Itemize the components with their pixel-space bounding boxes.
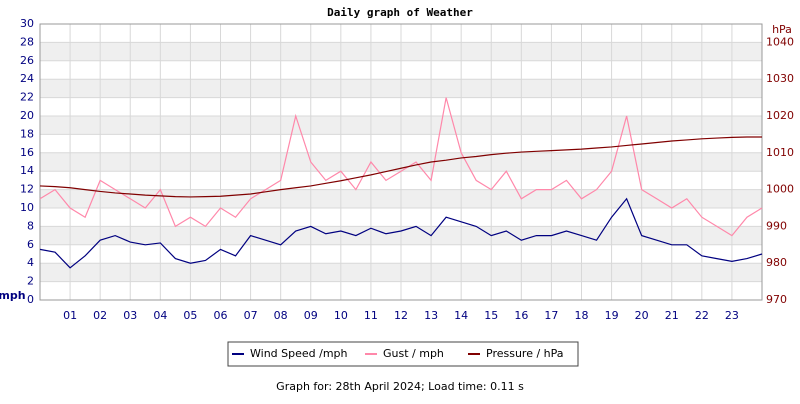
x-tick-label: 05 bbox=[183, 309, 197, 322]
x-tick-label: 23 bbox=[725, 309, 739, 322]
chart-title: Daily graph of Weather bbox=[327, 6, 473, 19]
x-tick-label: 01 bbox=[63, 309, 77, 322]
y2-tick-label: 1030 bbox=[766, 72, 794, 85]
y-tick-label: 2 bbox=[27, 275, 34, 288]
legend-label: Pressure / hPa bbox=[486, 347, 564, 360]
x-tick-label: 09 bbox=[304, 309, 318, 322]
y2-tick-label: 1020 bbox=[766, 109, 794, 122]
x-tick-label: 20 bbox=[635, 309, 649, 322]
y2-tick-label: 1000 bbox=[766, 183, 794, 196]
x-tick-label: 06 bbox=[214, 309, 228, 322]
x-tick-label: 16 bbox=[514, 309, 528, 322]
x-tick-label: 11 bbox=[364, 309, 378, 322]
legend-label: Gust / mph bbox=[383, 347, 444, 360]
y2-tick-label: 970 bbox=[766, 293, 787, 306]
y-tick-label: 8 bbox=[27, 219, 34, 232]
y2-axis-label: hPa bbox=[772, 23, 792, 36]
legend-box bbox=[227, 341, 579, 367]
x-tick-label: 13 bbox=[424, 309, 438, 322]
x-tick-label: 17 bbox=[544, 309, 558, 322]
y2-tick-label: 1010 bbox=[766, 146, 794, 159]
y-tick-label: 18 bbox=[20, 127, 34, 140]
y-tick-label: 4 bbox=[27, 256, 34, 269]
y-tick-label: 6 bbox=[27, 238, 34, 251]
x-tick-label: 18 bbox=[575, 309, 589, 322]
x-tick-label: 14 bbox=[454, 309, 468, 322]
x-tick-label: 15 bbox=[484, 309, 498, 322]
y-tick-label: 26 bbox=[20, 54, 34, 67]
y-tick-label: 0 bbox=[27, 293, 34, 306]
series-line bbox=[39, 97, 763, 237]
y-axis-label: mph bbox=[0, 289, 26, 302]
y2-tick-label: 1040 bbox=[766, 35, 794, 48]
y2-tick-label: 990 bbox=[766, 219, 787, 232]
x-tick-label: 10 bbox=[334, 309, 348, 322]
x-tick-label: 02 bbox=[93, 309, 107, 322]
plot-frame bbox=[39, 23, 763, 301]
legend-label: Wind Speed /mph bbox=[250, 347, 348, 360]
y-tick-label: 20 bbox=[20, 109, 34, 122]
x-tick-label: 03 bbox=[123, 309, 137, 322]
x-tick-label: 07 bbox=[244, 309, 258, 322]
footer: Graph for: 28th April 2024; Load time: 0… bbox=[276, 380, 524, 393]
x-tick-label: 22 bbox=[695, 309, 709, 322]
x-tick-label: 12 bbox=[394, 309, 408, 322]
y-tick-label: 14 bbox=[20, 164, 34, 177]
y-tick-label: 10 bbox=[20, 201, 34, 214]
x-tick-label: 08 bbox=[274, 309, 288, 322]
x-tick-label: 19 bbox=[605, 309, 619, 322]
x-tick-label: 04 bbox=[153, 309, 167, 322]
series-line bbox=[39, 136, 762, 198]
y-tick-label: 12 bbox=[20, 183, 34, 196]
y-tick-label: 24 bbox=[20, 72, 34, 85]
series-line bbox=[39, 197, 763, 269]
y2-tick-label: 980 bbox=[766, 256, 787, 269]
y-tick-label: 16 bbox=[20, 146, 34, 159]
x-tick-label: 21 bbox=[665, 309, 679, 322]
y-tick-label: 30 bbox=[20, 17, 34, 30]
y-tick-label: 28 bbox=[20, 35, 34, 48]
y-tick-label: 22 bbox=[20, 91, 34, 104]
